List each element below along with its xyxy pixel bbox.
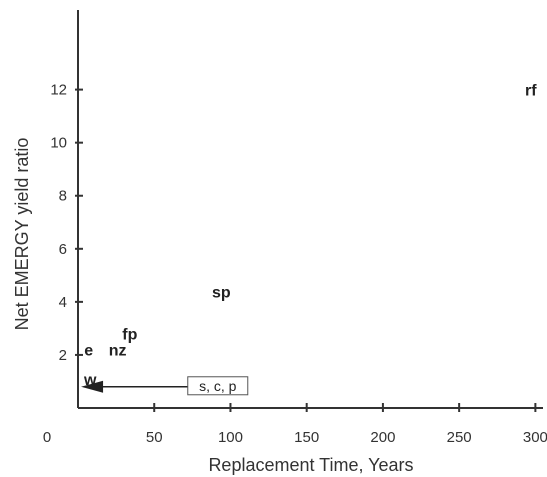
annotation: s, c, p	[81, 376, 249, 396]
point-label-e: e	[84, 343, 93, 360]
annotation-label: s, c, p	[199, 378, 237, 394]
y-tick-label: 4	[59, 294, 67, 311]
y-tick-label: 2	[59, 347, 67, 364]
point-label-rf: rf	[525, 83, 537, 100]
annotation-box	[187, 376, 249, 396]
x-tick-label: 200	[370, 429, 395, 446]
axes	[77, 10, 543, 409]
x-axis-title: Replacement Time, Years	[208, 455, 413, 475]
y-axis-title: Net EMERGY yield ratio	[12, 138, 32, 331]
y-ticks: 2 4 6 8 10 12	[50, 82, 83, 364]
y-tick-label: 12	[50, 82, 67, 99]
x-ticks: 0 50 100 150 200 250 300	[43, 403, 547, 446]
annotation-arrowhead	[81, 380, 104, 393]
x-tick-label: 150	[294, 429, 319, 446]
x-tick-label: 100	[218, 429, 243, 446]
x-tick-label: 300	[523, 429, 547, 446]
x-tick-label: 0	[43, 429, 51, 446]
point-label-nz: nz	[109, 343, 127, 360]
x-tick-label: 250	[447, 429, 472, 446]
point-label-sp: sp	[212, 284, 231, 301]
point-label-fp: fp	[122, 327, 137, 344]
y-tick-label: 10	[50, 135, 67, 152]
y-tick-label: 8	[59, 188, 67, 205]
y-tick-label: 6	[59, 241, 67, 258]
x-tick-label: 50	[146, 429, 163, 446]
